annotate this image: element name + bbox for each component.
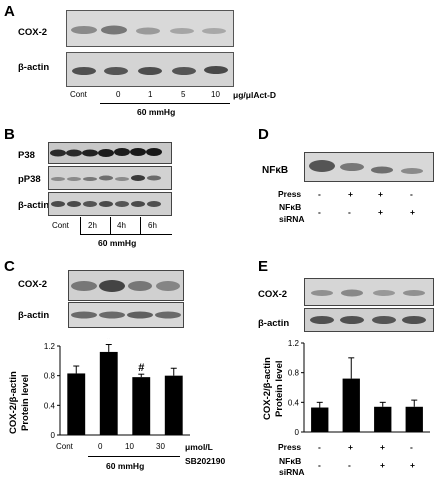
- panel-d-sirna-label-2: siRNA: [279, 214, 305, 224]
- chart-c-svg: 0 0.4 0.8 1.2 * #: [44, 338, 190, 438]
- chart-c-ytick-label-0: 0: [51, 431, 56, 438]
- panel-d-press-sign-1: +: [348, 189, 353, 199]
- panel-a-cox2-label: COX-2: [18, 27, 48, 38]
- panel-e-sirna-label-2: siRNA: [279, 467, 305, 477]
- chart-c-ytick-label-3: 1.2: [44, 342, 56, 351]
- panel-b-lane-2h: 2h: [88, 221, 97, 230]
- panel-b-p38-label: P38: [18, 150, 35, 161]
- panel-d-sirna-sign-1: -: [348, 207, 351, 217]
- panel-e-sirna-sign-0: -: [318, 460, 321, 470]
- panel-b-divider-2: [110, 217, 111, 235]
- panel-d-press-sign-2: +: [378, 189, 383, 199]
- chart-c-annotation-1: *: [107, 338, 112, 345]
- panel-e-cox2-blot: [304, 278, 434, 306]
- panel-c-cox2-blot: [68, 270, 184, 301]
- panel-e-sirna-sign-1: -: [348, 460, 351, 470]
- panel-e-press-label: Press: [278, 442, 302, 452]
- panel-b-bracket-line: [80, 234, 172, 235]
- panel-a-bactin-blot: [66, 52, 234, 87]
- panel-e-sirna-label-1: NFκB: [279, 456, 302, 466]
- chart-e-bar-2: [374, 406, 392, 432]
- panel-e-bactin-blot: [304, 308, 434, 332]
- panel-e-bactin-label: β-actin: [258, 318, 290, 329]
- panel-e-letter: E: [258, 258, 269, 275]
- panel-a-bactin-label: β-actin: [18, 62, 50, 73]
- chart-e-ytick-label-2: 0.8: [288, 369, 300, 378]
- panel-d-press-sign-0: -: [318, 189, 321, 199]
- panel-a-lane-1: 1: [148, 90, 153, 99]
- panel-d-press-sign-3: -: [410, 189, 413, 199]
- panel-c-letter: C: [4, 258, 15, 275]
- chart-e-bar-0: [311, 407, 329, 432]
- chart-c-ylabel-1: COX-2/β-actin: [8, 371, 19, 434]
- panel-a-condition: 60 mmHg: [137, 107, 176, 117]
- panel-d-nfkb-label: NFκB: [262, 165, 289, 176]
- chart-c-annotation-2: #: [138, 362, 144, 374]
- panel-a-unit: μg/μlAct-D: [233, 90, 276, 100]
- chart-c-bar-3: [164, 375, 183, 435]
- panel-e-sirna-sign-2: +: [380, 460, 385, 470]
- panel-b-lane-cont: Cont: [52, 221, 69, 230]
- panel-e-cox2-label: COX-2: [258, 289, 288, 300]
- chart-c-ytick-label-1: 0.4: [44, 401, 56, 410]
- panel-b-lane-4h: 4h: [117, 221, 126, 230]
- panel-c-bracket-line: [88, 456, 180, 457]
- panel-c-unit-2: SB202190: [185, 456, 226, 466]
- panel-a-bracket-line: [100, 103, 230, 104]
- chart-e-ytick-label-3: 1.2: [288, 339, 300, 348]
- panel-e-press-sign-1: +: [348, 442, 353, 452]
- panel-c-condition: 60 mmHg: [106, 461, 145, 471]
- panel-d-nfkb-blot: [304, 152, 434, 182]
- panel-b-p38-blot: [48, 142, 172, 164]
- panel-c-unit-1: μmol/L: [185, 442, 213, 452]
- panel-c-bactin-blot: [68, 302, 184, 328]
- panel-d-sirna-sign-0: -: [318, 207, 321, 217]
- panel-d-sirna-label-1: NFκB: [279, 202, 302, 212]
- panel-a-lane-0: 0: [116, 90, 121, 99]
- panel-a-lane-5: 5: [181, 90, 186, 99]
- chart-e-svg: 0 0.4 0.8 1.2: [288, 339, 430, 435]
- panel-d-sirna-sign-3: +: [410, 207, 415, 217]
- panel-b-lane-6h: 6h: [148, 221, 157, 230]
- panel-b-condition: 60 mmHg: [98, 238, 137, 248]
- panel-a-cox2-blot: [66, 10, 234, 47]
- panel-d-sirna-sign-2: +: [378, 207, 383, 217]
- panel-c-bactin-label: β-actin: [18, 310, 50, 321]
- panel-b-divider-3: [140, 217, 141, 235]
- panel-b-pp38-label: pP38: [18, 174, 41, 185]
- panel-c-cox2-label: COX-2: [18, 279, 48, 290]
- panel-b-pp38-blot: [48, 166, 172, 190]
- panel-a-lane-10: 10: [211, 90, 220, 99]
- chart-c-bar-1: [99, 351, 118, 435]
- chart-c-ytick-label-2: 0.8: [44, 372, 56, 381]
- chart-e-ytick-label-1: 0.4: [288, 398, 300, 407]
- panel-b-letter: B: [4, 126, 15, 143]
- panel-b-bactin-label: β-actin: [18, 200, 50, 211]
- panel-d-letter: D: [258, 126, 269, 143]
- chart-c-bar-0: [67, 373, 86, 435]
- panel-e-press-sign-3: -: [410, 442, 413, 452]
- panel-a-letter: A: [4, 3, 15, 20]
- panel-e-sirna-sign-3: +: [410, 460, 415, 470]
- chart-e-bar-3: [405, 406, 423, 432]
- chart-c-xtick-1: 0: [98, 442, 103, 451]
- chart-e-ylabel-1: COX-2/β-actin: [262, 357, 273, 420]
- chart-c-xtick-3: 30: [156, 442, 165, 451]
- chart-c-xtick-0: Cont: [56, 442, 73, 451]
- panel-a-lane-cont: Cont: [70, 90, 87, 99]
- chart-e-ytick-label-0: 0: [295, 428, 300, 435]
- panel-b-bactin-blot: [48, 192, 172, 216]
- panel-e-press-sign-0: -: [318, 442, 321, 452]
- panel-e-press-sign-2: +: [380, 442, 385, 452]
- chart-e-bar-1: [342, 378, 360, 432]
- panel-d-press-label: Press: [278, 189, 302, 199]
- chart-c-xtick-2: 10: [125, 442, 134, 451]
- panel-b-divider-1: [80, 217, 81, 235]
- chart-c-bar-2: [132, 377, 151, 435]
